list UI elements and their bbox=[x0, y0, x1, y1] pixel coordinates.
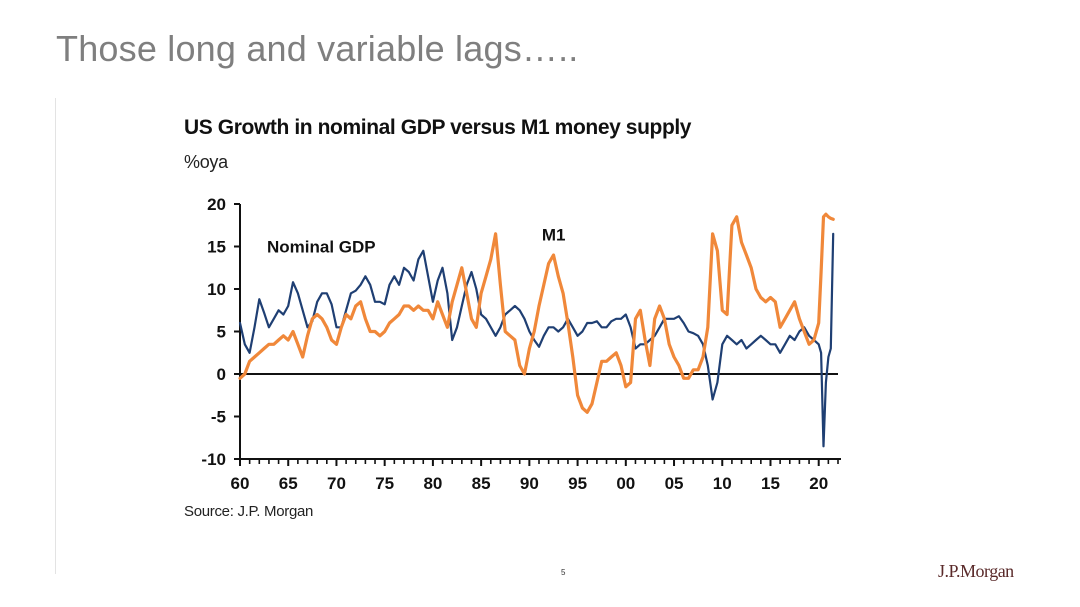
x-tick-label: 20 bbox=[809, 474, 828, 493]
y-tick-label: 5 bbox=[217, 323, 226, 342]
jpmorgan-logo: J.P.Morgan bbox=[938, 561, 1014, 581]
series-label-m1: M1 bbox=[542, 226, 566, 245]
x-tick-label: 05 bbox=[665, 474, 684, 493]
divider-line bbox=[55, 98, 56, 574]
x-tick-label: 00 bbox=[616, 474, 635, 493]
series-line-nominal-gdp bbox=[238, 232, 835, 448]
x-tick-label: 65 bbox=[279, 474, 298, 493]
chart-source: Source: J.P. Morgan bbox=[184, 503, 314, 520]
x-tick-label: 85 bbox=[472, 474, 491, 493]
page-number: 5 bbox=[561, 568, 566, 577]
x-tick-label: 70 bbox=[327, 474, 346, 493]
x-tick-label: 60 bbox=[231, 474, 250, 493]
y-tick-label: -10 bbox=[201, 450, 226, 469]
y-tick-label: 20 bbox=[207, 195, 226, 214]
x-axis: 60 65 70 75 80 85 90 95 00 05 10 15 20 bbox=[231, 458, 841, 493]
chart-unit-label: %oya bbox=[184, 152, 228, 172]
x-tick-label: 95 bbox=[568, 474, 587, 493]
chart-title: US Growth in nominal GDP versus M1 money… bbox=[184, 116, 692, 139]
x-tick-label: 80 bbox=[423, 474, 442, 493]
y-tick-label: -5 bbox=[211, 408, 226, 427]
x-tick-label: 90 bbox=[520, 474, 539, 493]
x-tick-label: 10 bbox=[713, 474, 732, 493]
y-tick-label: 10 bbox=[207, 280, 226, 299]
series-line-m1 bbox=[238, 212, 835, 414]
y-tick-label: 15 bbox=[207, 238, 226, 257]
slide-title: Those long and variable lags….. bbox=[56, 28, 579, 69]
x-tick-label: 15 bbox=[761, 474, 780, 493]
y-tick-label: 0 bbox=[217, 365, 226, 384]
y-axis: 20 15 10 5 0 -5 -10 bbox=[201, 195, 838, 469]
x-tick-label: 75 bbox=[375, 474, 394, 493]
series-layer bbox=[238, 212, 835, 448]
series-label-nominal-gdp: Nominal GDP bbox=[267, 237, 376, 256]
label-layer: Nominal GDP M1 bbox=[267, 226, 566, 257]
